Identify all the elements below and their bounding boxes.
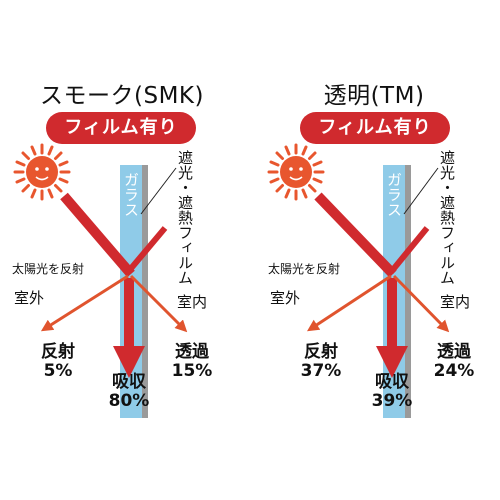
reflected-beam — [125, 226, 168, 274]
transmit-label: 透過 — [175, 342, 209, 362]
sun-icon — [267, 143, 325, 201]
reflect-label: 反射 — [41, 342, 75, 362]
indoor-label: 室内 — [440, 293, 471, 311]
reflect-note: 太陽光を反射 — [268, 262, 341, 276]
reflect-value: 5% — [43, 361, 73, 381]
outdoor-label: 室外 — [270, 289, 301, 307]
reflect-arrow — [306, 274, 392, 332]
absorb-label: 吸収 — [375, 372, 409, 392]
glass-label: ガラス — [385, 172, 403, 217]
absorb-value: 39% — [371, 391, 413, 411]
reflect-value: 37% — [300, 361, 342, 381]
transmit-arrow — [392, 274, 450, 333]
absorb-result: 吸収 80% — [99, 373, 159, 411]
indoor-label: 室内 — [177, 293, 208, 311]
film-label: 遮光・遮熱フィルム — [438, 150, 456, 285]
transmit-label: 透過 — [437, 342, 471, 362]
reflect-note: 太陽光を反射 — [12, 262, 85, 276]
film-label: 遮光・遮熱フィルム — [176, 150, 194, 285]
left-panel-graphics — [13, 143, 188, 418]
transmit-value: 15% — [171, 361, 213, 381]
reflect-result: 反射 5% — [28, 343, 88, 381]
sunlight-beam — [314, 192, 397, 278]
film-badge: フィルム有り — [46, 112, 196, 144]
transmit-result: 透過 24% — [424, 343, 484, 381]
outdoor-label: 室外 — [14, 289, 45, 307]
reflected-beam — [388, 226, 430, 274]
reflect-result: 反射 37% — [291, 343, 351, 381]
absorb-result: 吸収 39% — [362, 373, 422, 411]
panel-title: 透明(TM) — [323, 83, 425, 109]
transmit-arrow — [129, 274, 188, 333]
absorb-value: 80% — [108, 391, 150, 411]
panel-title: スモーク(SMK) — [40, 83, 204, 109]
transmit-result: 透過 15% — [162, 343, 222, 381]
sun-icon — [13, 143, 71, 201]
sunlight-beam — [60, 192, 135, 278]
reflect-arrow — [40, 274, 129, 332]
absorb-label: 吸収 — [112, 372, 146, 392]
reflect-label: 反射 — [304, 342, 338, 362]
film-badge: フィルム有り — [300, 112, 450, 144]
transmit-value: 24% — [433, 361, 475, 381]
glass-label: ガラス — [122, 172, 140, 217]
right-panel-graphics — [267, 143, 450, 418]
